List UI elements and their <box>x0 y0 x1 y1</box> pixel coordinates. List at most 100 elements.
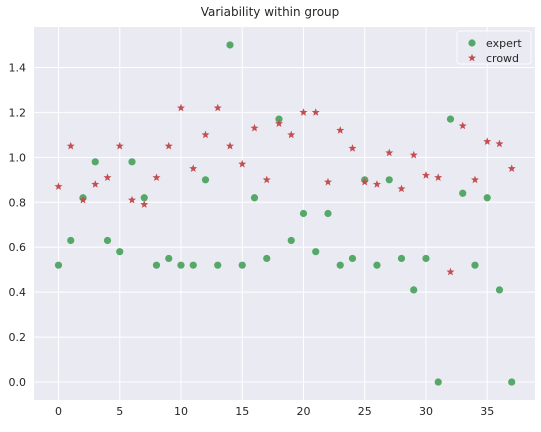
crowd-point <box>446 267 455 276</box>
expert-point <box>373 261 381 269</box>
expert-point <box>324 209 332 218</box>
crowd-point <box>128 195 136 204</box>
expert-point <box>140 194 148 202</box>
expert-point <box>238 261 246 269</box>
y-tick-label: 0.6 <box>9 241 27 254</box>
expert-point <box>348 254 357 263</box>
legend-marker-expert <box>468 39 476 47</box>
chart-title: Variability within group <box>201 5 340 19</box>
y-tick-label: 0.8 <box>9 196 27 209</box>
grid-lines <box>34 27 535 400</box>
crowd-point <box>274 119 283 128</box>
plot-area <box>34 27 535 400</box>
crowd-point <box>79 195 87 204</box>
expert-point <box>165 254 173 263</box>
crowd-point <box>201 130 210 139</box>
y-tick-label: 0.0 <box>9 376 27 389</box>
expert-point <box>312 248 320 256</box>
expert-point <box>483 194 491 202</box>
expert-point <box>250 194 259 202</box>
crowd-point <box>287 130 296 139</box>
crowd-point <box>409 150 418 159</box>
crowd-point <box>238 159 247 168</box>
crowd-point <box>115 141 124 150</box>
crowd-point <box>385 148 394 157</box>
legend-label-crowd: crowd <box>486 52 519 65</box>
expert-point <box>287 236 295 245</box>
expert-point <box>495 286 504 294</box>
crowd-point <box>177 103 185 112</box>
crowd-point <box>507 164 516 172</box>
expert-point <box>214 261 222 269</box>
crowd-point <box>348 144 357 152</box>
x-tick-label: 35 <box>480 405 494 418</box>
expert-point <box>152 261 161 269</box>
legend: expert crowd <box>456 30 532 65</box>
expert-point <box>422 254 430 263</box>
crowd-point <box>458 121 467 130</box>
crowd-point <box>397 184 406 193</box>
x-tick-label: 15 <box>235 405 249 418</box>
y-tick-label: 1.4 <box>9 61 27 74</box>
y-tick-label: 0.2 <box>9 331 27 344</box>
expert-point <box>189 261 197 269</box>
crowd-point <box>103 173 112 181</box>
crowd-point <box>311 108 320 116</box>
expert-point <box>471 261 479 269</box>
crowd-point <box>323 177 332 186</box>
tick-labels: 0 5 10 15 20 25 30 35 0.0 0.2 0.4 0.6 0.8 1.0 1.2 1.4 <box>9 61 495 418</box>
crowd-point <box>262 175 271 184</box>
crowd-point <box>91 180 100 188</box>
crowd-point <box>140 200 149 208</box>
series-crowd <box>54 103 516 276</box>
x-tick-label: 0 <box>55 405 62 418</box>
x-tick-label: 25 <box>358 405 372 418</box>
x-tick-label: 10 <box>174 405 188 418</box>
expert-point <box>116 248 124 256</box>
y-tick-label: 1.0 <box>9 151 27 164</box>
expert-point <box>508 378 516 386</box>
expert-point <box>275 115 283 123</box>
crowd-point <box>336 126 345 134</box>
crowd-point <box>213 103 222 112</box>
crowd-point <box>54 182 63 190</box>
expert-point <box>128 158 136 166</box>
expert-point <box>336 261 344 269</box>
legend-label-expert: expert <box>486 37 522 50</box>
y-tick-label: 0.4 <box>9 286 27 299</box>
expert-point <box>434 378 442 386</box>
expert-point <box>459 189 467 197</box>
data-points <box>54 41 516 386</box>
expert-point <box>397 254 406 263</box>
crowd-point <box>299 108 308 116</box>
legend-marker-crowd <box>468 53 476 62</box>
crowd-point <box>360 177 369 186</box>
expert-point <box>410 286 418 294</box>
series-expert <box>54 41 516 386</box>
crowd-point <box>483 137 492 145</box>
expert-point <box>299 209 308 218</box>
expert-point <box>385 176 393 184</box>
expert-point <box>446 115 455 123</box>
crowd-point <box>66 141 75 150</box>
crowd-point <box>226 141 234 150</box>
expert-point <box>67 236 75 245</box>
expert-point <box>91 158 99 166</box>
crowd-point <box>421 171 430 179</box>
crowd-point <box>250 123 259 132</box>
expert-point <box>103 236 112 245</box>
x-tick-label: 20 <box>296 405 310 418</box>
expert-point <box>177 261 185 269</box>
crowd-point <box>189 164 198 172</box>
x-tick-label: 30 <box>419 405 433 418</box>
crowd-point <box>164 141 173 150</box>
crowd-point <box>495 139 504 148</box>
crowd-point <box>152 173 161 181</box>
crowd-point <box>434 173 443 181</box>
expert-point <box>201 176 210 184</box>
expert-point <box>263 254 271 263</box>
expert-point <box>54 261 63 269</box>
x-tick-label: 5 <box>116 405 123 418</box>
